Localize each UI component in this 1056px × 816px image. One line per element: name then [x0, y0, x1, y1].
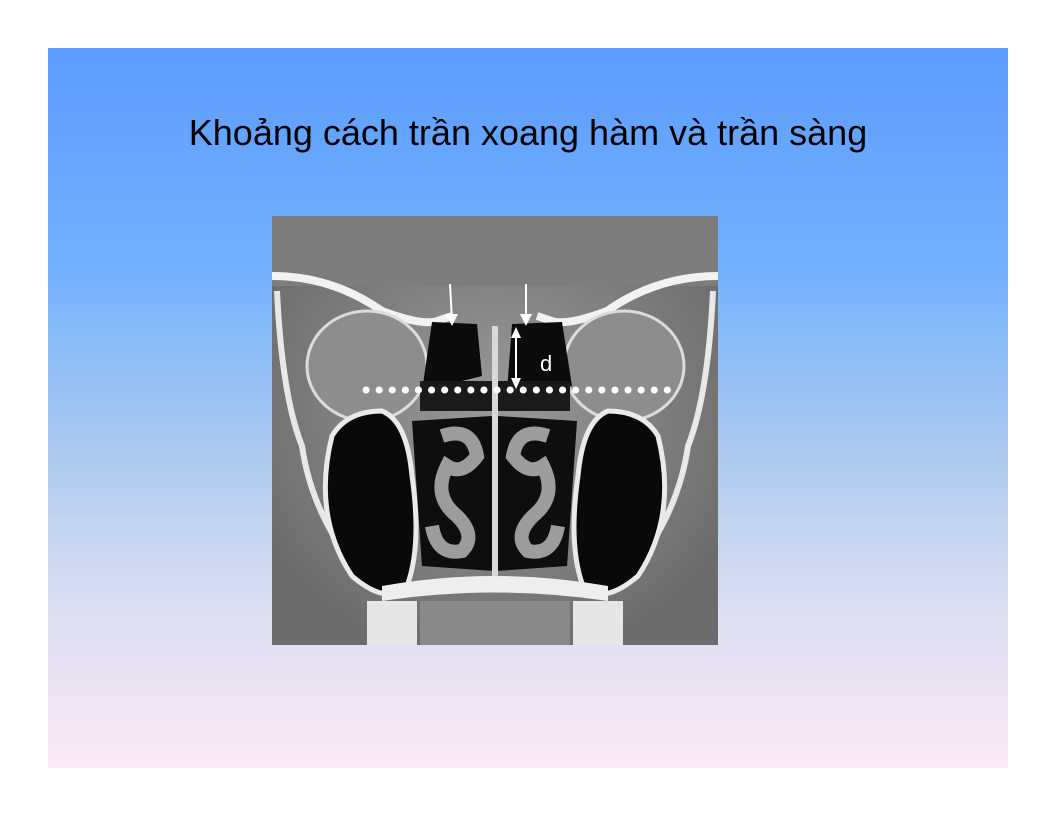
left-arrow-icon: [446, 283, 458, 326]
slide-title: Khoảng cách trần xoang hàm và trần sàng: [188, 112, 868, 153]
right-arrow-icon: [520, 284, 532, 326]
ct-scan-image: d: [272, 216, 718, 645]
slide: Khoảng cách trần xoang hàm và trần sàng: [48, 48, 1008, 768]
distance-arrow-icon: [511, 327, 521, 389]
distance-label: d: [540, 351, 552, 376]
